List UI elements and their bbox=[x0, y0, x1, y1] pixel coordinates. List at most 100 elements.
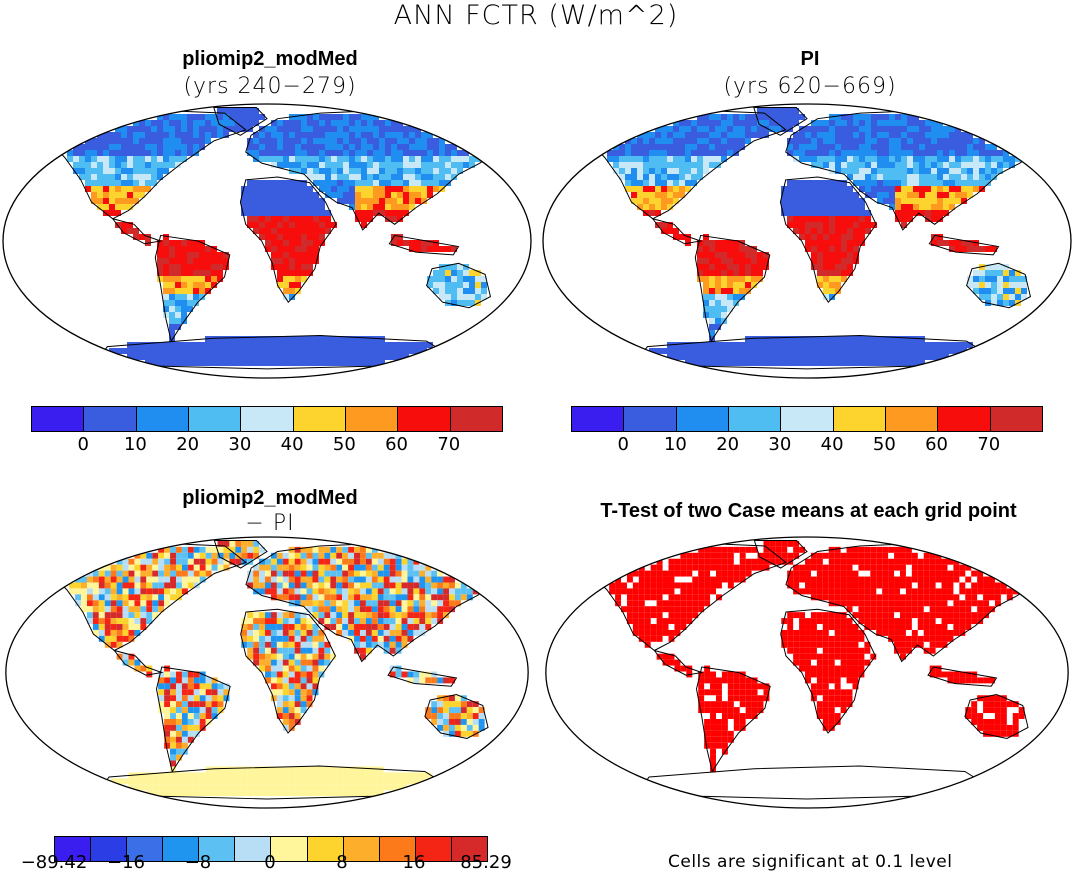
colorbar-tick-label: 16 bbox=[402, 852, 426, 873]
colorbar-swatch bbox=[271, 837, 308, 861]
colorbar-swatch bbox=[55, 837, 92, 861]
map-panel-ttest bbox=[545, 536, 1069, 809]
colorbar-absolute-right bbox=[571, 406, 1043, 432]
colorbar-tick-label: 70 bbox=[977, 434, 1001, 455]
coastline-africa bbox=[239, 176, 337, 303]
colorbar-swatch bbox=[572, 407, 625, 431]
colorbar-labels-absolute-right: 0 10 20 30 40 50 60 70 bbox=[571, 434, 1041, 458]
colorbar-labels-difference: −89.42 −16 −8 0 8 16 85.29 bbox=[21, 852, 512, 876]
coastline-indonesia bbox=[927, 666, 998, 687]
coastline-australia bbox=[966, 262, 1032, 309]
colorbar-swatch bbox=[293, 407, 346, 431]
map-panel-difference bbox=[5, 536, 529, 809]
coastline-namerica bbox=[45, 542, 247, 652]
colorbar-tick-label: −89.42 bbox=[20, 852, 88, 873]
colorbar-tick-label: 0 bbox=[617, 434, 629, 455]
coastline-camerica bbox=[111, 217, 163, 245]
coastline-australia bbox=[964, 693, 1029, 740]
colorbar-tick-label: 20 bbox=[176, 434, 200, 455]
colorbar-swatch bbox=[885, 407, 939, 431]
coastline-australia bbox=[426, 262, 492, 309]
colorbar-tick-label: −8 bbox=[184, 852, 212, 873]
coastline-samerica bbox=[694, 234, 771, 343]
panel-subtitle-top-right: (yrs 620−669) bbox=[723, 74, 897, 99]
colorbar-swatch bbox=[676, 407, 729, 431]
colorbar-swatch bbox=[415, 837, 452, 861]
colorbar-swatch bbox=[127, 837, 164, 861]
coastline-greenland bbox=[753, 107, 808, 136]
colorbar-swatch bbox=[91, 837, 128, 861]
colorbar-swatch bbox=[163, 837, 200, 861]
colorbar-swatch bbox=[781, 407, 834, 431]
colorbar-tick-label: 60 bbox=[385, 434, 408, 455]
coastline-australia bbox=[424, 693, 489, 740]
colorbar-labels-absolute-left: 0 10 20 30 40 50 60 70 bbox=[31, 434, 501, 458]
coastline-africa bbox=[779, 176, 877, 303]
panel-title-top-right: PI bbox=[800, 48, 820, 70]
colorbar-swatch bbox=[241, 407, 294, 431]
colorbar-tick-label: 50 bbox=[872, 434, 896, 455]
map-cells bbox=[67, 108, 487, 366]
colorbar-swatch bbox=[343, 837, 380, 861]
colorbar-swatch bbox=[307, 837, 344, 861]
coastline-samerica bbox=[155, 666, 231, 773]
colorbar-tick-label: 70 bbox=[437, 434, 461, 455]
coastline-namerica bbox=[585, 542, 787, 652]
coastline-indonesia bbox=[387, 666, 458, 687]
colorbar-tick-label: 40 bbox=[280, 434, 304, 455]
map-border bbox=[5, 536, 529, 809]
colorbar-swatch bbox=[235, 837, 272, 861]
colorbar-swatch bbox=[398, 407, 451, 431]
coastline-indonesia bbox=[388, 234, 460, 256]
map-panel-pi bbox=[542, 103, 1072, 379]
panel-subtitle-bottom-left: − PI bbox=[245, 511, 295, 536]
colorbar-swatch bbox=[136, 407, 189, 431]
colorbar-tick-label: 30 bbox=[228, 434, 252, 455]
colorbar-tick-label: 40 bbox=[820, 434, 844, 455]
colorbar-swatch bbox=[84, 407, 137, 431]
colorbar-difference bbox=[54, 836, 488, 862]
coastline-camerica bbox=[651, 217, 703, 245]
panel-title-bottom-left: pliomip2_modMed bbox=[182, 487, 358, 509]
colorbar-swatch bbox=[345, 407, 399, 431]
map-border bbox=[2, 103, 532, 379]
colorbar-absolute-left bbox=[31, 406, 503, 432]
colorbar-swatch bbox=[188, 407, 242, 431]
colorbar-tick-label: 10 bbox=[663, 434, 687, 455]
coastline-samerica bbox=[695, 666, 771, 773]
coastline-namerica bbox=[42, 109, 247, 220]
colorbar-tick-label: −16 bbox=[107, 852, 145, 873]
figure-title: ANN FCTR (W/m^2) bbox=[393, 0, 679, 31]
colorbar-swatch bbox=[938, 407, 991, 431]
coastline-greenland bbox=[753, 540, 808, 569]
colorbar-tick-label: 50 bbox=[332, 434, 356, 455]
coastline-camerica bbox=[113, 649, 164, 676]
colorbar-tick-label: 0 bbox=[264, 852, 276, 873]
map-cells bbox=[609, 540, 1025, 773]
colorbar-tick-label: 10 bbox=[123, 434, 147, 455]
colorbar-swatch bbox=[451, 837, 487, 861]
coastline-namerica bbox=[582, 109, 787, 220]
colorbar-swatch bbox=[624, 407, 677, 431]
colorbar-tick-label: 30 bbox=[768, 434, 792, 455]
colorbar-tick-label: 85.29 bbox=[460, 852, 512, 873]
coastline-greenland bbox=[213, 540, 268, 569]
colorbar-tick-label: 8 bbox=[336, 852, 348, 873]
coastline-samerica bbox=[154, 234, 231, 343]
coastline-greenland bbox=[213, 107, 268, 136]
panel-title-bottom-right: T-Test of two Case means at each grid po… bbox=[600, 500, 1017, 522]
colorbar-tick-label: 60 bbox=[925, 434, 948, 455]
colorbar-swatch bbox=[990, 407, 1042, 431]
map-cells bbox=[69, 540, 485, 797]
map-border bbox=[545, 536, 1069, 809]
colorbar-swatch bbox=[199, 837, 236, 861]
significance-note: Cells are significant at 0.1 level bbox=[668, 852, 953, 872]
map-border bbox=[542, 103, 1072, 379]
colorbar-swatch bbox=[379, 837, 416, 861]
panel-subtitle-top-left: (yrs 240−279) bbox=[183, 74, 357, 99]
coastline-indonesia bbox=[928, 234, 1000, 256]
colorbar-tick-label: 20 bbox=[716, 434, 740, 455]
colorbar-tick-label: 0 bbox=[77, 434, 89, 455]
coastline-africa bbox=[780, 608, 876, 734]
coastline-camerica bbox=[653, 649, 704, 676]
